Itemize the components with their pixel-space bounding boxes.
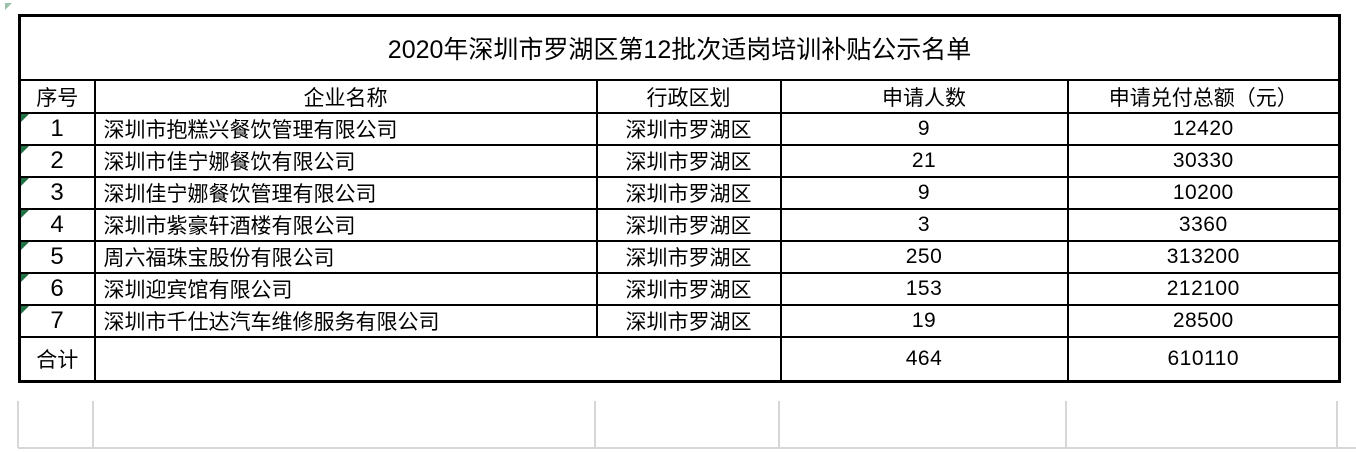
column-header-amount: 申请兑付总额（元） — [1066, 79, 1341, 114]
cell-district: 深圳市罗湖区 — [595, 240, 782, 274]
sheet-gridline — [1336, 401, 1338, 448]
cell-company: 深圳佳宁娜餐饮管理有限公司 — [93, 176, 598, 210]
error-indicator-icon — [21, 243, 29, 250]
table-row: 1 深圳市抱糕兴餐饮管理有限公司 深圳市罗湖区 9 12420 — [18, 112, 1341, 146]
error-indicator-icon — [21, 211, 29, 218]
error-indicator-icon — [21, 179, 29, 186]
cell-amount: 30330 — [1066, 144, 1341, 178]
sheet-gridline — [17, 401, 19, 448]
sheet-gridline — [92, 401, 94, 448]
cell-applicants: 9 — [779, 176, 1069, 210]
column-header-district: 行政区划 — [595, 79, 782, 114]
cell-applicants: 3 — [779, 208, 1069, 242]
error-indicator-icon — [21, 275, 29, 282]
cell-no: 7 — [18, 304, 96, 338]
cell-applicants: 9 — [779, 112, 1069, 146]
total-empty-cell — [93, 336, 782, 383]
cell-amount: 28500 — [1066, 304, 1341, 338]
table-row: 6 深圳迎宾馆有限公司 深圳市罗湖区 153 212100 — [18, 272, 1341, 306]
cell-amount: 313200 — [1066, 240, 1341, 274]
cell-company: 深圳市千仕达汽车维修服务有限公司 — [93, 304, 598, 338]
cell-no: 5 — [18, 240, 96, 274]
cell-applicants: 21 — [779, 144, 1069, 178]
cell-company: 深圳迎宾馆有限公司 — [93, 272, 598, 306]
cell-no: 4 — [18, 208, 96, 242]
sheet-gridline — [18, 447, 1356, 449]
cell-district: 深圳市罗湖区 — [595, 304, 782, 338]
cell-no: 1 — [18, 112, 96, 146]
cell-no: 6 — [18, 272, 96, 306]
column-header-applicants: 申请人数 — [779, 79, 1069, 114]
table-row: 2 深圳市佳宁娜餐饮有限公司 深圳市罗湖区 21 30330 — [18, 144, 1341, 178]
total-applicants: 464 — [779, 336, 1069, 383]
sheet-gridline — [1065, 401, 1067, 448]
cell-applicants: 250 — [779, 240, 1069, 274]
error-indicator-icon — [21, 307, 29, 314]
table-row: 7 深圳市千仕达汽车维修服务有限公司 深圳市罗湖区 19 28500 — [18, 304, 1341, 338]
total-row: 合计 464 610110 — [18, 336, 1341, 383]
subsidy-public-list-table: 2020年深圳市罗湖区第12批次适岗培训补贴公示名单 序号 企业名称 行政区划 … — [18, 14, 1342, 383]
title-row: 2020年深圳市罗湖区第12批次适岗培训补贴公示名单 — [18, 14, 1341, 81]
error-indicator-icon — [21, 147, 29, 154]
total-label: 合计 — [18, 336, 96, 383]
cell-amount: 10200 — [1066, 176, 1341, 210]
spreadsheet-table-region: 2020年深圳市罗湖区第12批次适岗培训补贴公示名单 序号 企业名称 行政区划 … — [18, 14, 1342, 383]
cell-applicants: 19 — [779, 304, 1069, 338]
cell-no: 2 — [18, 144, 96, 178]
cell-district: 深圳市罗湖区 — [595, 112, 782, 146]
cell-amount: 212100 — [1066, 272, 1341, 306]
cell-amount: 3360 — [1066, 208, 1341, 242]
cell-no: 3 — [18, 176, 96, 210]
cell-district: 深圳市罗湖区 — [595, 272, 782, 306]
cell-company: 深圳市抱糕兴餐饮管理有限公司 — [93, 112, 598, 146]
cell-district: 深圳市罗湖区 — [595, 208, 782, 242]
cell-district: 深圳市罗湖区 — [595, 144, 782, 178]
cell-district: 深圳市罗湖区 — [595, 176, 782, 210]
column-header-company: 企业名称 — [93, 79, 598, 114]
table-row: 3 深圳佳宁娜餐饮管理有限公司 深圳市罗湖区 9 10200 — [18, 176, 1341, 210]
column-header-no: 序号 — [18, 79, 96, 114]
error-indicator-icon — [21, 115, 29, 122]
sheet-gridline — [778, 401, 780, 448]
page-title: 2020年深圳市罗湖区第12批次适岗培训补贴公示名单 — [18, 14, 1341, 81]
cropped-error-indicator-icon — [5, 3, 12, 10]
cell-company: 周六福珠宝股份有限公司 — [93, 240, 598, 274]
cell-applicants: 153 — [779, 272, 1069, 306]
cell-company: 深圳市佳宁娜餐饮有限公司 — [93, 144, 598, 178]
table-row: 4 深圳市紫豪轩酒楼有限公司 深圳市罗湖区 3 3360 — [18, 208, 1341, 242]
total-amount: 610110 — [1066, 336, 1341, 383]
header-row: 序号 企业名称 行政区划 申请人数 申请兑付总额（元） — [18, 79, 1341, 114]
cell-amount: 12420 — [1066, 112, 1341, 146]
cell-company: 深圳市紫豪轩酒楼有限公司 — [93, 208, 598, 242]
sheet-gridline — [594, 401, 596, 448]
table-row: 5 周六福珠宝股份有限公司 深圳市罗湖区 250 313200 — [18, 240, 1341, 274]
